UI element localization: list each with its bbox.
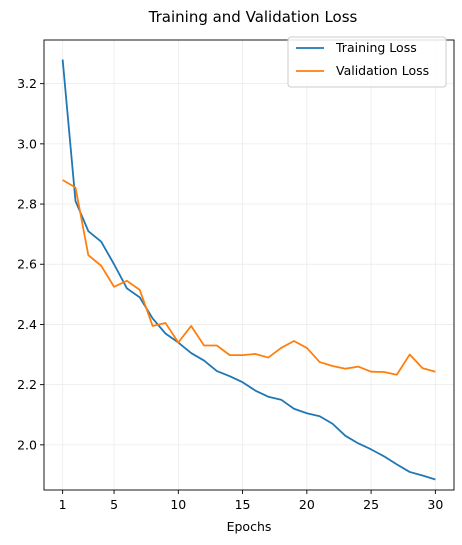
- legend: Training Loss Validation Loss: [288, 37, 446, 87]
- x-tick-label: 1: [59, 497, 67, 512]
- y-tick-label: 3.2: [17, 76, 37, 91]
- validation-loss-line: [63, 180, 436, 375]
- y-tick-label: 2.0: [17, 437, 37, 452]
- x-tick-label: 15: [235, 497, 251, 512]
- y-tick-label: 2.4: [17, 317, 37, 332]
- x-axis: 1 5 10 15 20 25 30: [59, 490, 444, 512]
- y-tick-label: 2.8: [17, 197, 37, 212]
- training-loss-line: [63, 60, 436, 480]
- x-tick-label: 10: [170, 497, 186, 512]
- y-tick-label: 3.0: [17, 136, 37, 151]
- y-tick-label: 2.6: [17, 257, 37, 272]
- series-lines: [63, 60, 436, 480]
- legend-label-validation: Validation Loss: [336, 63, 429, 78]
- y-axis: 2.0 2.2 2.4 2.6 2.8 3.0 3.2: [17, 76, 44, 452]
- x-tick-label: 30: [427, 497, 443, 512]
- plot-area-frame: [44, 40, 454, 490]
- legend-label-training: Training Loss: [335, 40, 417, 55]
- x-tick-label: 25: [363, 497, 379, 512]
- x-tick-label: 5: [110, 497, 118, 512]
- x-tick-label: 20: [299, 497, 315, 512]
- y-tick-label: 2.2: [17, 377, 37, 392]
- grid: [44, 40, 454, 490]
- chart-title: Training and Validation Loss: [148, 8, 358, 26]
- x-axis-label: Epochs: [227, 519, 272, 534]
